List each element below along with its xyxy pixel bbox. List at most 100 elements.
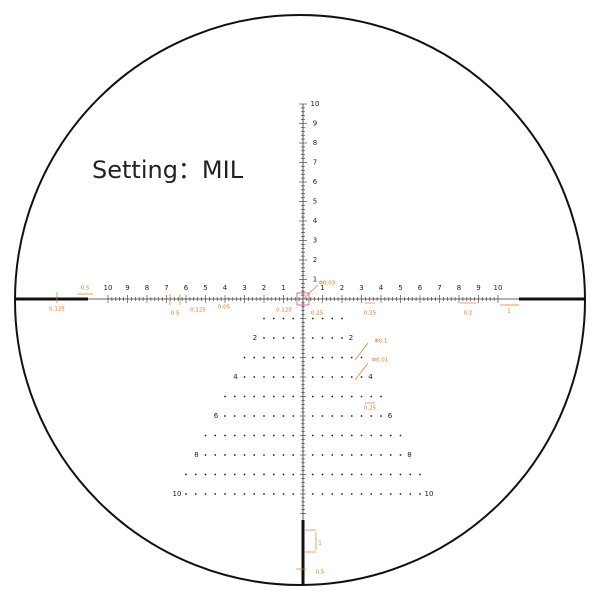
- holdover-dot: [243, 415, 246, 417]
- holdover-dot: [399, 473, 402, 476]
- holdover-dot: [360, 356, 363, 359]
- holdover-dot: [263, 337, 265, 339]
- annotation-line: [301, 284, 319, 301]
- holdover-dot: [292, 473, 295, 476]
- holdover-dot: [360, 376, 363, 378]
- holdover-dot: [214, 434, 217, 437]
- holdover-dot: [341, 395, 343, 398]
- holdover-dot: [263, 356, 265, 359]
- holdover-dot: [321, 473, 324, 476]
- holdover-dot: [380, 415, 382, 417]
- scale-label: 3: [359, 284, 363, 292]
- holdover-dot: [292, 395, 295, 398]
- holdover-dot: [370, 454, 373, 456]
- holdover-dot: [214, 493, 217, 495]
- holdover-dot: [194, 493, 197, 495]
- scale-label: 1: [320, 284, 324, 292]
- holdover-dot: [360, 434, 363, 437]
- holdover-dot: [350, 493, 353, 495]
- holdover-dot: [272, 493, 275, 495]
- holdover-dot: [321, 317, 324, 320]
- scale-label: 7: [313, 159, 317, 167]
- holdover-dot: [272, 337, 275, 339]
- holdover-dot: [243, 454, 246, 456]
- holdover-dot: [292, 415, 295, 417]
- annotation: Φ0.1: [374, 339, 387, 345]
- holdover-dot: [399, 493, 402, 495]
- annotation-line: [354, 362, 369, 381]
- holdover-dot: [331, 454, 334, 456]
- scale-label: 4: [233, 373, 238, 381]
- holdover-dot: [389, 434, 392, 437]
- holdover-dot: [282, 415, 285, 417]
- holdover-dot: [311, 356, 314, 359]
- holdover-dot: [214, 473, 217, 476]
- holdover-dot: [341, 434, 343, 437]
- holdover-dot: [409, 473, 412, 476]
- holdover-dot: [282, 356, 285, 359]
- scale-label: 2: [253, 334, 257, 342]
- holdover-dot: [253, 434, 256, 437]
- holdover-dot: [282, 493, 285, 495]
- holdover-dot: [321, 337, 324, 339]
- holdover-dot: [341, 454, 343, 456]
- holdover-dot: [263, 376, 265, 378]
- holdover-dot: [409, 493, 412, 495]
- holdover-dot: [380, 473, 382, 476]
- holdover-dot: [419, 473, 421, 476]
- holdover-dot: [311, 317, 314, 320]
- holdover-dot: [253, 493, 256, 495]
- annotation: 0.5: [171, 311, 180, 317]
- holdover-dot: [243, 434, 246, 437]
- holdover-dot: [272, 395, 275, 398]
- scale-label: 3: [242, 284, 246, 292]
- annotation: 0.125: [190, 308, 206, 314]
- annotation: Φ0.01: [372, 358, 389, 364]
- holdover-dot: [350, 356, 353, 359]
- holdover-dot: [204, 473, 207, 476]
- holdover-dot: [321, 434, 324, 437]
- holdover-dot: [253, 415, 256, 417]
- holdover-dot: [331, 376, 334, 378]
- scale-label: 6: [184, 284, 189, 292]
- holdover-dot: [350, 395, 353, 398]
- scale-label: 6: [214, 412, 219, 420]
- holdover-dot: [233, 415, 236, 417]
- holdover-dot: [233, 493, 236, 495]
- scale-label: 4: [379, 284, 384, 292]
- holdover-dot: [224, 454, 226, 456]
- scale-label: 5: [398, 284, 402, 292]
- holdover-dot: [224, 434, 226, 437]
- holdover-dot: [331, 473, 334, 476]
- holdover-dot: [272, 434, 275, 437]
- holdover-dot: [292, 337, 295, 339]
- holdover-dot: [292, 434, 295, 437]
- holdover-dot: [350, 434, 353, 437]
- holdover-dot: [233, 434, 236, 437]
- scale-label: 6: [388, 412, 393, 420]
- holdover-dot: [311, 493, 314, 495]
- holdover-dot: [282, 473, 285, 476]
- holdover-dot: [292, 493, 295, 495]
- holdover-dot: [350, 376, 353, 378]
- holdover-dot: [341, 356, 343, 359]
- holdover-dot: [370, 434, 373, 437]
- holdover-dot: [321, 376, 324, 378]
- holdover-dot: [311, 454, 314, 456]
- scale-label: 4: [368, 373, 373, 381]
- holdover-dot: [389, 493, 392, 495]
- holdover-dot: [263, 415, 265, 417]
- holdover-dot: [263, 434, 265, 437]
- holdover-dot: [311, 434, 314, 437]
- holdover-dot: [360, 493, 363, 495]
- holdover-dot: [253, 376, 256, 378]
- holdover-dot: [331, 493, 334, 495]
- holdover-dot: [282, 395, 285, 398]
- holdover-dot: [292, 376, 295, 378]
- holdover-dot: [341, 493, 343, 495]
- holdover-dot: [311, 337, 314, 339]
- holdover-dot: [360, 415, 363, 417]
- scale-label: 2: [349, 334, 353, 342]
- holdover-dot: [380, 493, 382, 495]
